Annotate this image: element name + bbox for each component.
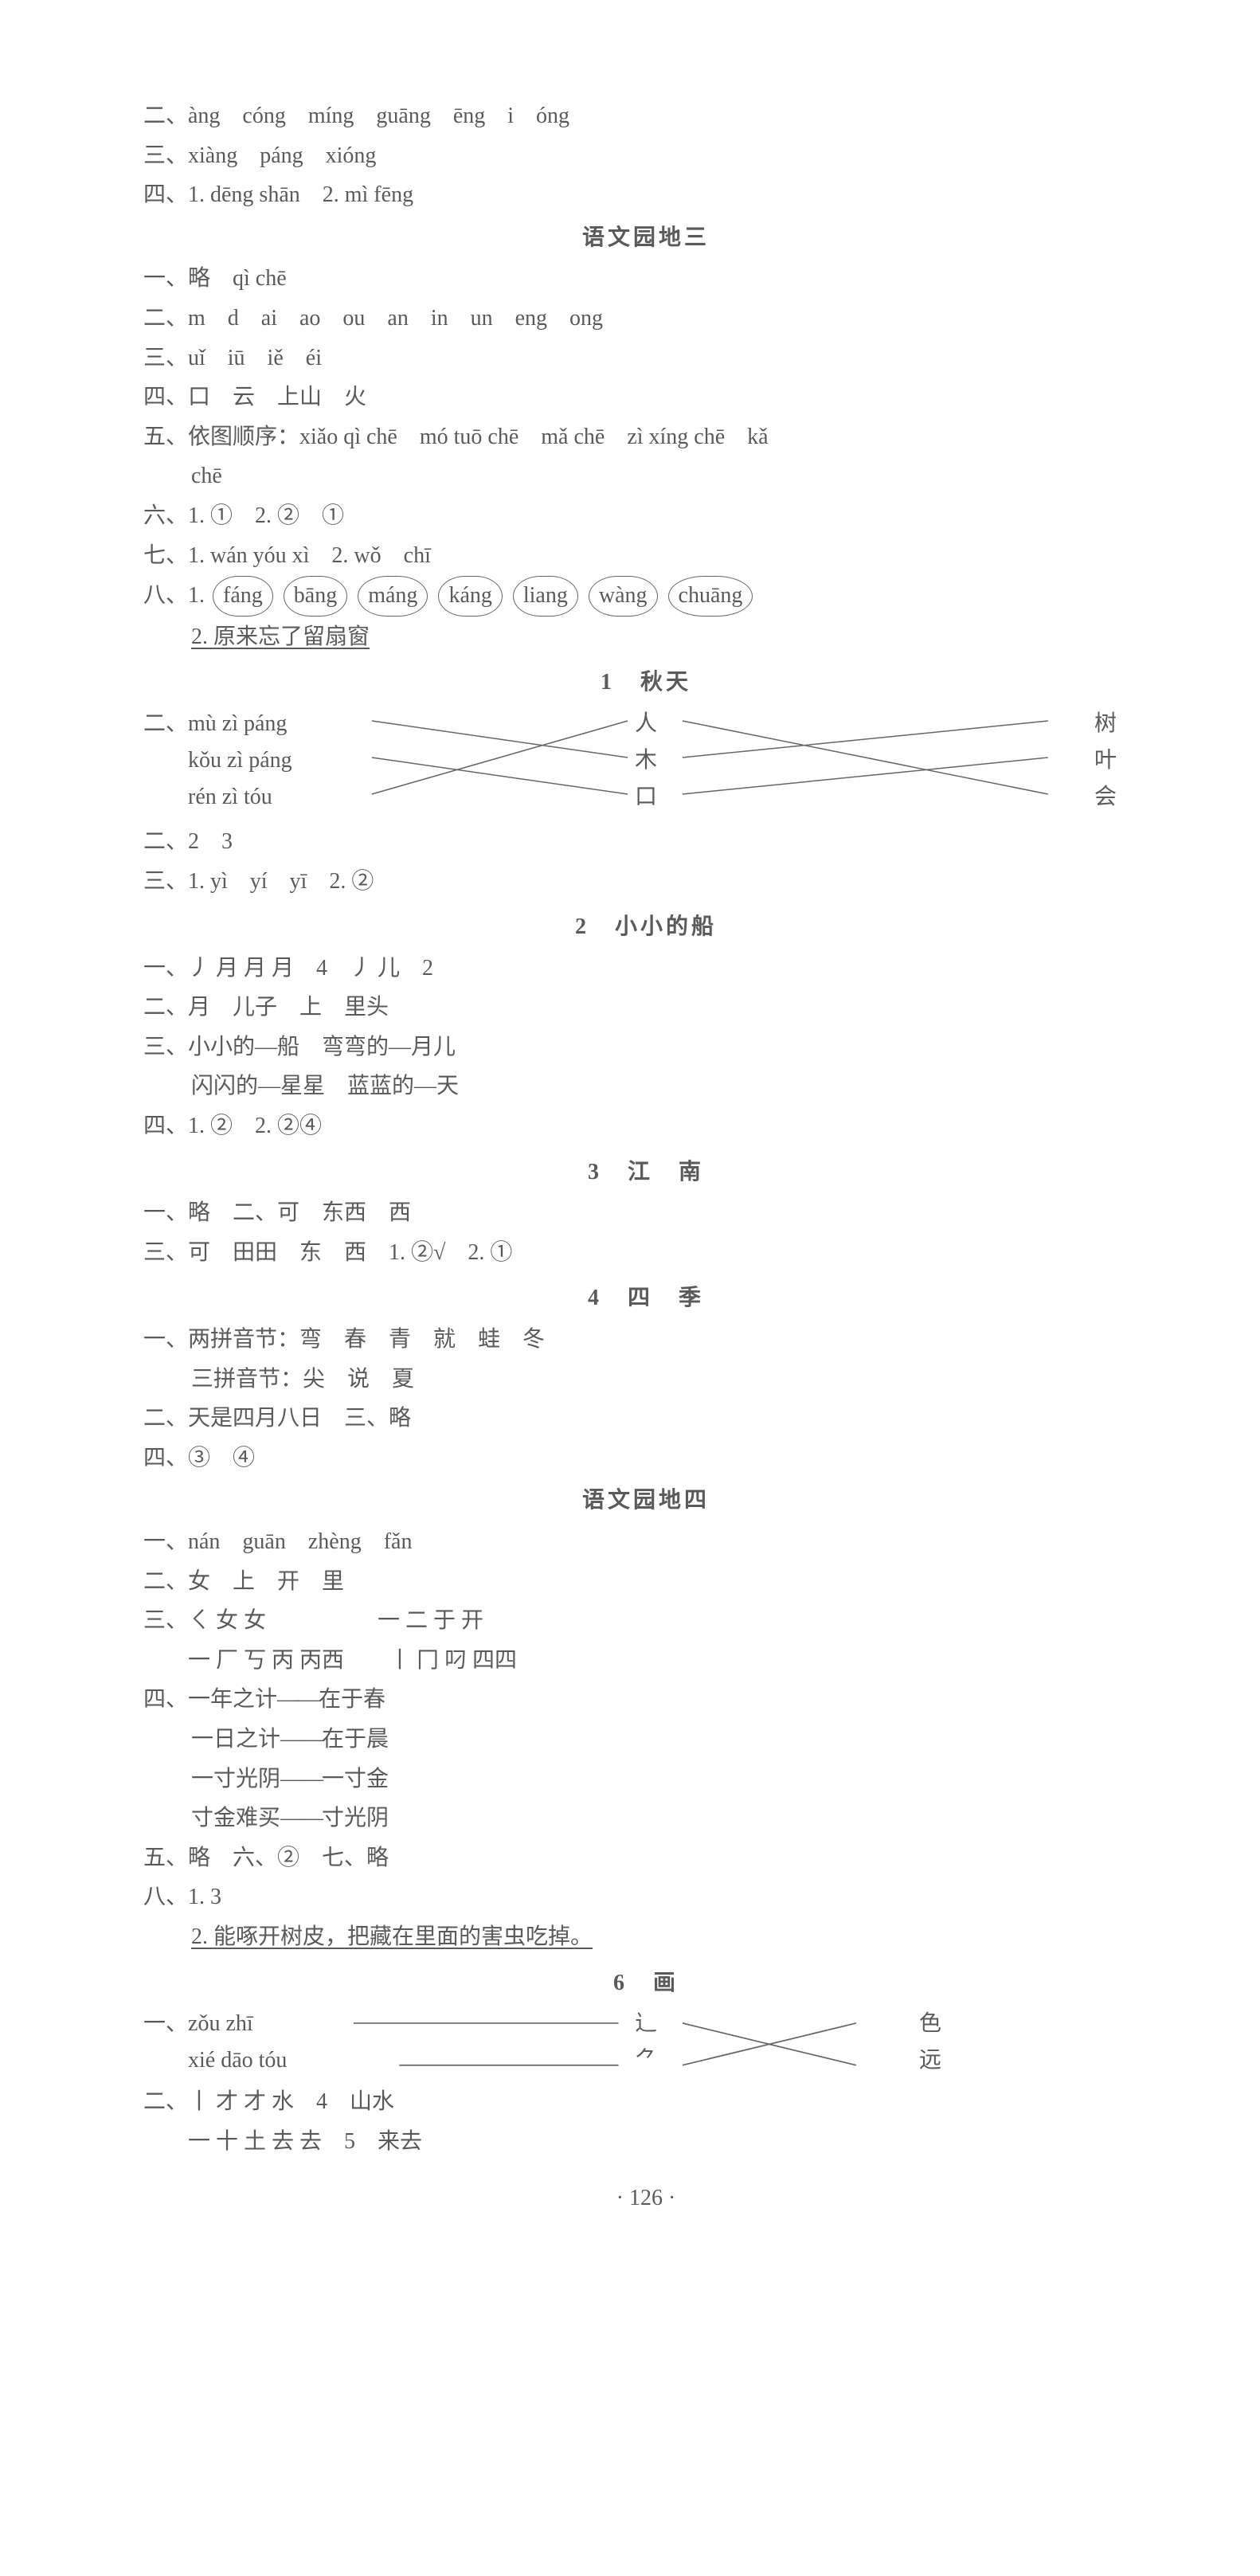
line: 三、ㄑ 女 女 一 二 于 开 bbox=[143, 1602, 1148, 1640]
page-number: · 126 · bbox=[143, 2179, 1148, 2218]
line: 四、口 云 上山 火 bbox=[143, 378, 1148, 417]
line-underlined: 2. 能啄开树皮，把藏在里面的害虫吃掉。 bbox=[143, 1918, 1148, 1956]
match-lines-icon bbox=[143, 705, 1148, 816]
line: 四、1. ② 2. ②④ bbox=[143, 1107, 1148, 1145]
line-underlined: 2. 原来忘了留扇窗 bbox=[143, 618, 1148, 656]
line: 三、1. yì yí yī 2. ② bbox=[143, 863, 1148, 901]
line: 一 十 土 去 去 5 来去 bbox=[143, 2123, 1148, 2161]
match-left: xié dāo tóu bbox=[143, 2042, 287, 2080]
match-left: 一、zǒu zhī bbox=[143, 2005, 253, 2043]
lesson-title-hua: 6 画 bbox=[143, 1964, 1148, 2002]
line: chē bbox=[143, 457, 1148, 495]
line: 闪闪的—星星 蓝蓝的—天 bbox=[143, 1067, 1148, 1106]
circled-word: fáng bbox=[213, 576, 273, 617]
line: 七、1. wán yóu xì 2. wǒ chī bbox=[143, 537, 1148, 575]
line-dash: 一日之计在于晨 bbox=[143, 1721, 1148, 1759]
line: 二、月 儿子 上 里头 bbox=[143, 989, 1148, 1027]
circled-word: máng bbox=[358, 576, 428, 617]
section-title-ywyd3: 语文园地三 bbox=[143, 219, 1148, 257]
line: 一、两拼音节：弯 春 青 就 蛙 冬 bbox=[143, 1321, 1148, 1359]
line: 三、小小的—船 弯弯的—月儿 bbox=[143, 1028, 1148, 1067]
line: 三、可 田田 东 西 1. ②√ 2. ① bbox=[143, 1234, 1148, 1272]
line: 一、丿 月 月 月 4 丿 儿 2 bbox=[143, 949, 1148, 988]
line: 一、nán guān zhèng fǎn bbox=[143, 1523, 1148, 1561]
line: 八、1. 3 bbox=[143, 1878, 1148, 1916]
line: 四、1. dēng shān 2. mì fēng bbox=[143, 176, 1148, 214]
section-title-ywyd4: 语文园地四 bbox=[143, 1482, 1148, 1520]
lesson-title-siji: 4 四 季 bbox=[143, 1279, 1148, 1317]
line: 二、天是四月八日 三、略 bbox=[143, 1400, 1148, 1438]
line: 二、m d ai ao ou an in un eng ong bbox=[143, 299, 1148, 338]
matching-diagram-2: 一、zǒu zhī xié dāo tóu 辶 ⺈ 色 远 bbox=[143, 2005, 1148, 2078]
line: 二、2 3 bbox=[143, 823, 1148, 861]
lesson-title-jiangnan: 3 江 南 bbox=[143, 1153, 1148, 1192]
line-dash: 寸金难买寸光阴 bbox=[143, 1799, 1148, 1838]
line-dash: 四、一年之计在于春 bbox=[143, 1681, 1148, 1719]
match-mid: ⺈ bbox=[635, 2042, 657, 2080]
circled-word: chuāng bbox=[668, 576, 753, 617]
line-circled-pinyin: 八、1. fáng bāng máng káng liang wàng chuā… bbox=[143, 576, 1148, 617]
lesson-title-xiaochuan: 2 小小的船 bbox=[143, 908, 1148, 946]
line: 三、uǐ iū iě éi bbox=[143, 339, 1148, 378]
line: 二、女 上 开 里 bbox=[143, 1563, 1148, 1601]
match-right: 远 bbox=[919, 2042, 941, 2080]
line-dash: 一寸光阴一寸金 bbox=[143, 1760, 1148, 1799]
line: 六、1. ① 2. ② ① bbox=[143, 497, 1148, 535]
lesson-title-qiutian: 1 秋天 bbox=[143, 664, 1148, 702]
line: 二、àng cóng míng guāng ēng i óng bbox=[143, 97, 1148, 135]
matching-diagram-1: 二、mù zì páng kǒu zì páng rén zì tóu 人 木 … bbox=[143, 705, 1148, 816]
line: 五、略 六、② 七、略 bbox=[143, 1839, 1148, 1877]
line: 一、略 qì chē bbox=[143, 260, 1148, 298]
line: 四、③ ④ bbox=[143, 1439, 1148, 1478]
match-mid: 辶 bbox=[635, 2005, 657, 2043]
match-right: 色 bbox=[919, 2005, 941, 2043]
line: 五、依图顺序：xiǎo qì chē mó tuō chē mǎ chē zì … bbox=[143, 418, 1148, 456]
line: 一、略 二、可 东西 西 bbox=[143, 1194, 1148, 1232]
line: 一 厂 丂 丙 丙西 丨 冂 叼 四四 bbox=[143, 1642, 1148, 1680]
circled-word: wàng bbox=[589, 576, 658, 617]
circled-word: bāng bbox=[284, 576, 347, 617]
line: 三、xiàng páng xióng bbox=[143, 137, 1148, 175]
prefix: 八、1. bbox=[143, 583, 205, 608]
line: 三拼音节：尖 说 夏 bbox=[143, 1360, 1148, 1399]
circled-word: liang bbox=[513, 576, 578, 617]
circled-word: káng bbox=[438, 576, 502, 617]
